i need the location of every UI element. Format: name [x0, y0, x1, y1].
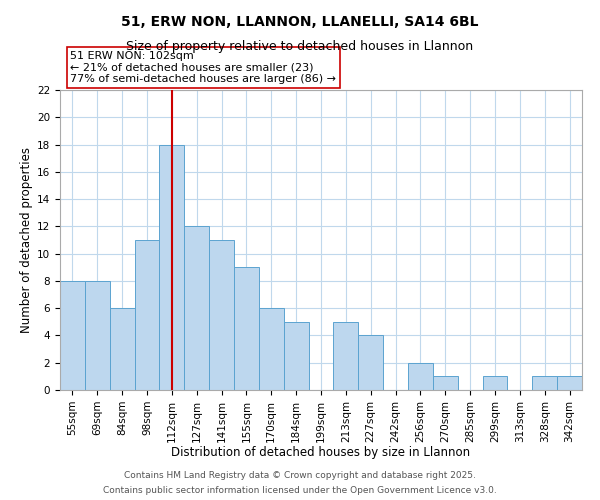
Bar [408, 362, 433, 390]
Bar [234, 268, 259, 390]
Bar [532, 376, 557, 390]
Bar [134, 240, 160, 390]
Bar [85, 281, 110, 390]
Bar [184, 226, 209, 390]
Text: Size of property relative to detached houses in Llannon: Size of property relative to detached ho… [127, 40, 473, 53]
Bar [284, 322, 308, 390]
Text: Contains public sector information licensed under the Open Government Licence v3: Contains public sector information licen… [103, 486, 497, 495]
Bar [334, 322, 358, 390]
Bar [482, 376, 508, 390]
Bar [557, 376, 582, 390]
Bar [433, 376, 458, 390]
X-axis label: Distribution of detached houses by size in Llannon: Distribution of detached houses by size … [172, 446, 470, 459]
Text: Contains HM Land Registry data © Crown copyright and database right 2025.: Contains HM Land Registry data © Crown c… [124, 471, 476, 480]
Text: 51 ERW NON: 102sqm
← 21% of detached houses are smaller (23)
77% of semi-detache: 51 ERW NON: 102sqm ← 21% of detached hou… [70, 51, 337, 84]
Y-axis label: Number of detached properties: Number of detached properties [20, 147, 33, 333]
Bar [160, 144, 184, 390]
Bar [358, 336, 383, 390]
Text: 51, ERW NON, LLANNON, LLANELLI, SA14 6BL: 51, ERW NON, LLANNON, LLANELLI, SA14 6BL [121, 15, 479, 29]
Bar [259, 308, 284, 390]
Bar [60, 281, 85, 390]
Bar [110, 308, 134, 390]
Bar [209, 240, 234, 390]
